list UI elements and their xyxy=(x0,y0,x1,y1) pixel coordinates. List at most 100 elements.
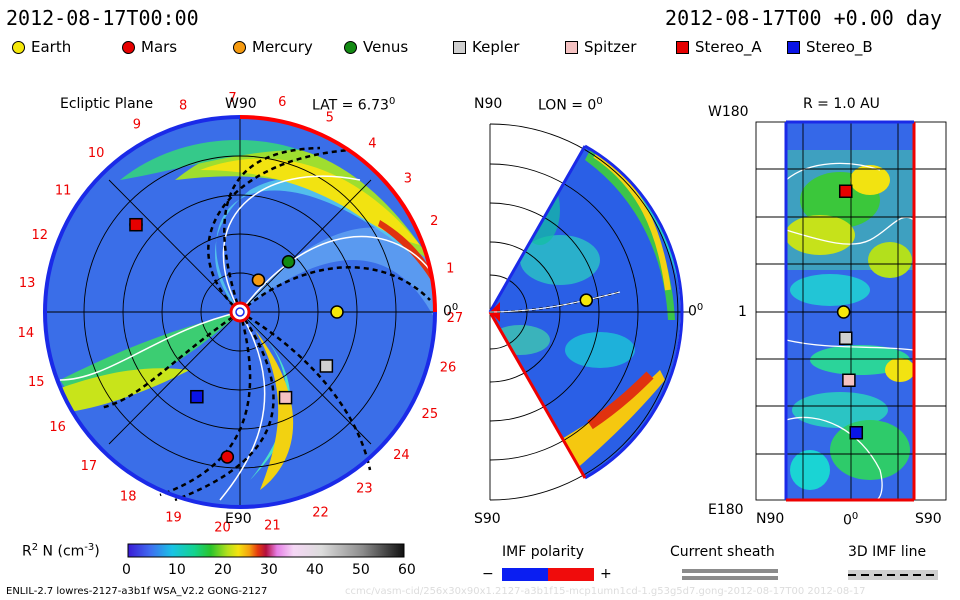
colorbar xyxy=(127,543,405,558)
carrington-label: 12 xyxy=(31,228,48,243)
venus-marker-icon xyxy=(344,40,357,54)
venus-marker xyxy=(281,255,296,269)
legend-label: Stereo_A xyxy=(695,38,762,56)
timestamp: 2012-08-17T00:00 xyxy=(6,6,199,30)
stereo-b-marker xyxy=(849,426,864,440)
one-label: 1 xyxy=(738,304,747,320)
colorbar-tick: 60 xyxy=(398,562,416,578)
carrington-label: 22 xyxy=(312,505,329,520)
radial-n90-label: N90 xyxy=(756,511,785,527)
mars-marker-icon xyxy=(122,40,135,54)
carrington-label: 3 xyxy=(404,172,412,187)
kepler-marker-icon xyxy=(453,40,466,54)
stereo-a-marker xyxy=(838,184,853,198)
colorbar-tick: 50 xyxy=(352,562,370,578)
carrington-label: 23 xyxy=(356,481,373,496)
radial-zero-label: 00 xyxy=(843,511,859,529)
carrington-label: 20 xyxy=(214,520,231,535)
carrington-label: 16 xyxy=(49,420,66,435)
legend-label: Stereo_B xyxy=(806,38,873,56)
carrington-label: 15 xyxy=(28,375,45,390)
e90-label: E90 xyxy=(225,511,252,527)
legend-label: Mercury xyxy=(252,38,313,56)
spitzer-marker-icon xyxy=(565,40,578,54)
legend-label: Venus xyxy=(363,38,409,56)
time-offset: 2012-08-17T00 +0.00 day xyxy=(665,6,942,30)
colorbar-tick: 10 xyxy=(168,562,186,578)
carrington-label: 6 xyxy=(278,95,286,110)
polarity-negative xyxy=(502,568,548,581)
lon-label: LON = 00 xyxy=(538,96,603,114)
spitzer-marker xyxy=(842,373,856,387)
carrington-label: 26 xyxy=(440,360,457,375)
mars-marker xyxy=(220,450,235,464)
colorbar-tick: 30 xyxy=(260,562,278,578)
sheath-line-2 xyxy=(682,576,778,580)
sheath-line-1 xyxy=(682,569,778,573)
carrington-label: 7 xyxy=(228,91,236,106)
radius-label: R = 1.0 AU xyxy=(803,96,880,112)
colorbar-tick: 40 xyxy=(306,562,324,578)
meridional-panel xyxy=(488,123,690,501)
carrington-label: 10 xyxy=(88,146,105,161)
carrington-label: 19 xyxy=(165,510,182,525)
polarity-positive xyxy=(548,568,594,581)
colorbar-tick: 0 xyxy=(122,562,131,578)
carrington-label: 13 xyxy=(19,276,36,291)
carrington-label: 4 xyxy=(368,137,376,152)
legend-item-mars: Mars xyxy=(122,38,177,56)
legend-item-venus: Venus xyxy=(344,38,408,56)
polarity-plus: + xyxy=(600,566,612,582)
carrington-label: 11 xyxy=(55,184,72,199)
carrington-label: 25 xyxy=(422,407,439,422)
carrington-label: 2 xyxy=(430,214,438,229)
legend-label: Spitzer xyxy=(584,38,637,56)
imf-line-title: 3D IMF line xyxy=(848,544,927,560)
meridional-zero-label: 00 xyxy=(688,302,704,320)
current-sheath-title: Current sheath xyxy=(670,544,775,560)
earth-marker xyxy=(579,293,594,307)
legend-label: Kepler xyxy=(472,38,520,56)
ecliptic-panel xyxy=(43,115,437,509)
stereo-a-marker xyxy=(129,217,143,232)
colorbar-label: R2 N (cm-3) xyxy=(22,542,100,560)
legend-item-kepler: Kepler xyxy=(453,38,519,56)
stereo-b-marker xyxy=(190,389,204,404)
lat-label: LAT = 6.730 xyxy=(312,96,396,114)
carrington-label: 17 xyxy=(81,459,98,474)
legend-item-spitzer: Spitzer xyxy=(565,38,636,56)
radial-panel xyxy=(755,120,947,502)
carrington-label: 27 xyxy=(447,311,464,326)
carrington-label: 24 xyxy=(393,448,410,463)
carrington-label: 21 xyxy=(264,519,281,534)
mercury-marker-icon xyxy=(233,40,246,54)
w90-label: W90 xyxy=(225,96,257,112)
earth-marker-icon xyxy=(12,40,25,54)
carrington-label: 14 xyxy=(18,326,35,341)
s90-label: S90 xyxy=(474,511,501,527)
legend-item-stereo-b: Stereo_B xyxy=(787,38,873,56)
legend-label: Earth xyxy=(31,38,72,56)
model-info: ENLIL-2.7 lowres-2127-a3b1f WSA_V2.2 GON… xyxy=(6,586,268,597)
legend-item-mercury: Mercury xyxy=(233,38,313,56)
carrington-label: 1 xyxy=(446,261,454,276)
legend-label: Mars xyxy=(141,38,178,56)
radial-s90-label: S90 xyxy=(915,511,942,527)
mercury-marker xyxy=(251,273,266,287)
carrington-label: 9 xyxy=(133,117,141,132)
carrington-label: 5 xyxy=(326,111,334,126)
earth-marker xyxy=(330,305,344,319)
polarity-minus: − xyxy=(482,566,494,582)
n90-label: N90 xyxy=(474,96,503,112)
kepler-marker xyxy=(838,331,853,345)
ecliptic-title: Ecliptic Plane xyxy=(60,96,154,112)
stereo-a-marker-icon xyxy=(676,40,689,54)
ecliptic-zero-label: 00 xyxy=(443,302,459,320)
imf-polarity-title: IMF polarity xyxy=(502,544,585,560)
watermark: ccmc/vasm-cid/256x30x90x1.2127-a3b1f15-m… xyxy=(345,586,866,597)
earth-marker xyxy=(836,305,851,319)
kepler-marker xyxy=(319,359,334,373)
colorbar-tick: 20 xyxy=(214,562,232,578)
legend-item-stereo-a: Stereo_A xyxy=(676,38,762,56)
